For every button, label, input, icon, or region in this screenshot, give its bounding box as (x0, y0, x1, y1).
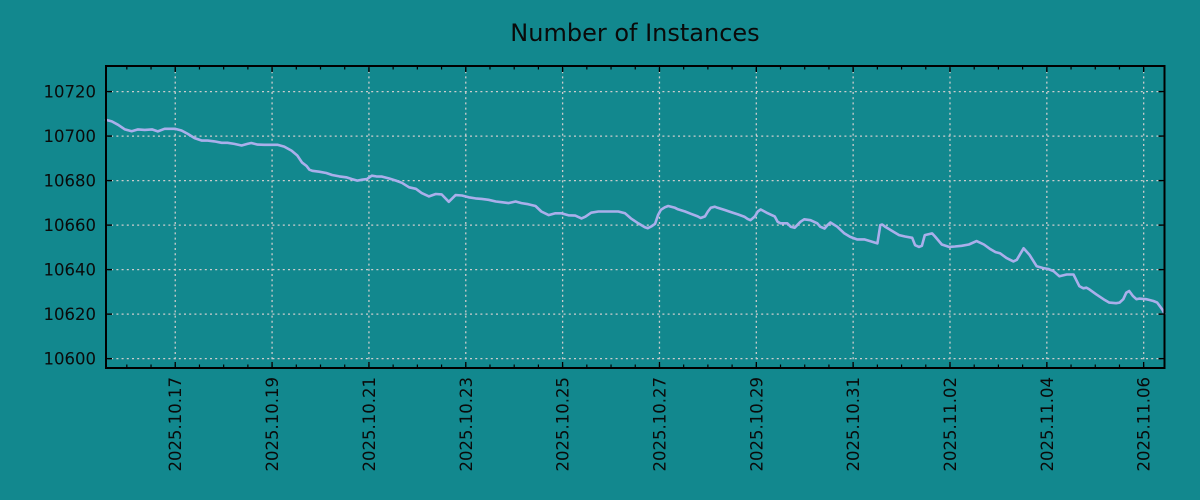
y-tick-label: 10660 (44, 216, 97, 235)
y-tick-label: 10720 (44, 83, 97, 102)
y-tick-label: 10620 (44, 305, 97, 324)
x-tick-label: 2025.10.31 (844, 377, 863, 471)
x-tick-label: 2025.10.17 (166, 377, 185, 471)
chart-title: Number of Instances (510, 19, 759, 47)
y-tick-label: 10680 (44, 172, 97, 191)
plot-border (105, 65, 1166, 369)
x-tick-label: 2025.10.21 (360, 377, 379, 471)
x-tick-label: 2025.11.04 (1038, 377, 1057, 471)
x-tick-label: 2025.10.23 (457, 377, 476, 471)
x-tick-label: 2025.11.02 (941, 377, 960, 471)
x-tick-label: 2025.10.27 (650, 377, 669, 471)
y-tick-label: 10700 (44, 127, 97, 146)
series-line (104, 118, 1166, 316)
y-tick-label: 10640 (44, 261, 97, 280)
x-tick-label: 2025.10.25 (554, 377, 573, 471)
x-tick-label: 2025.11.06 (1135, 377, 1154, 471)
y-tick-label: 10600 (44, 350, 97, 369)
x-tick-label: 2025.10.19 (263, 377, 282, 471)
x-tick-label: 2025.10.29 (747, 377, 766, 471)
